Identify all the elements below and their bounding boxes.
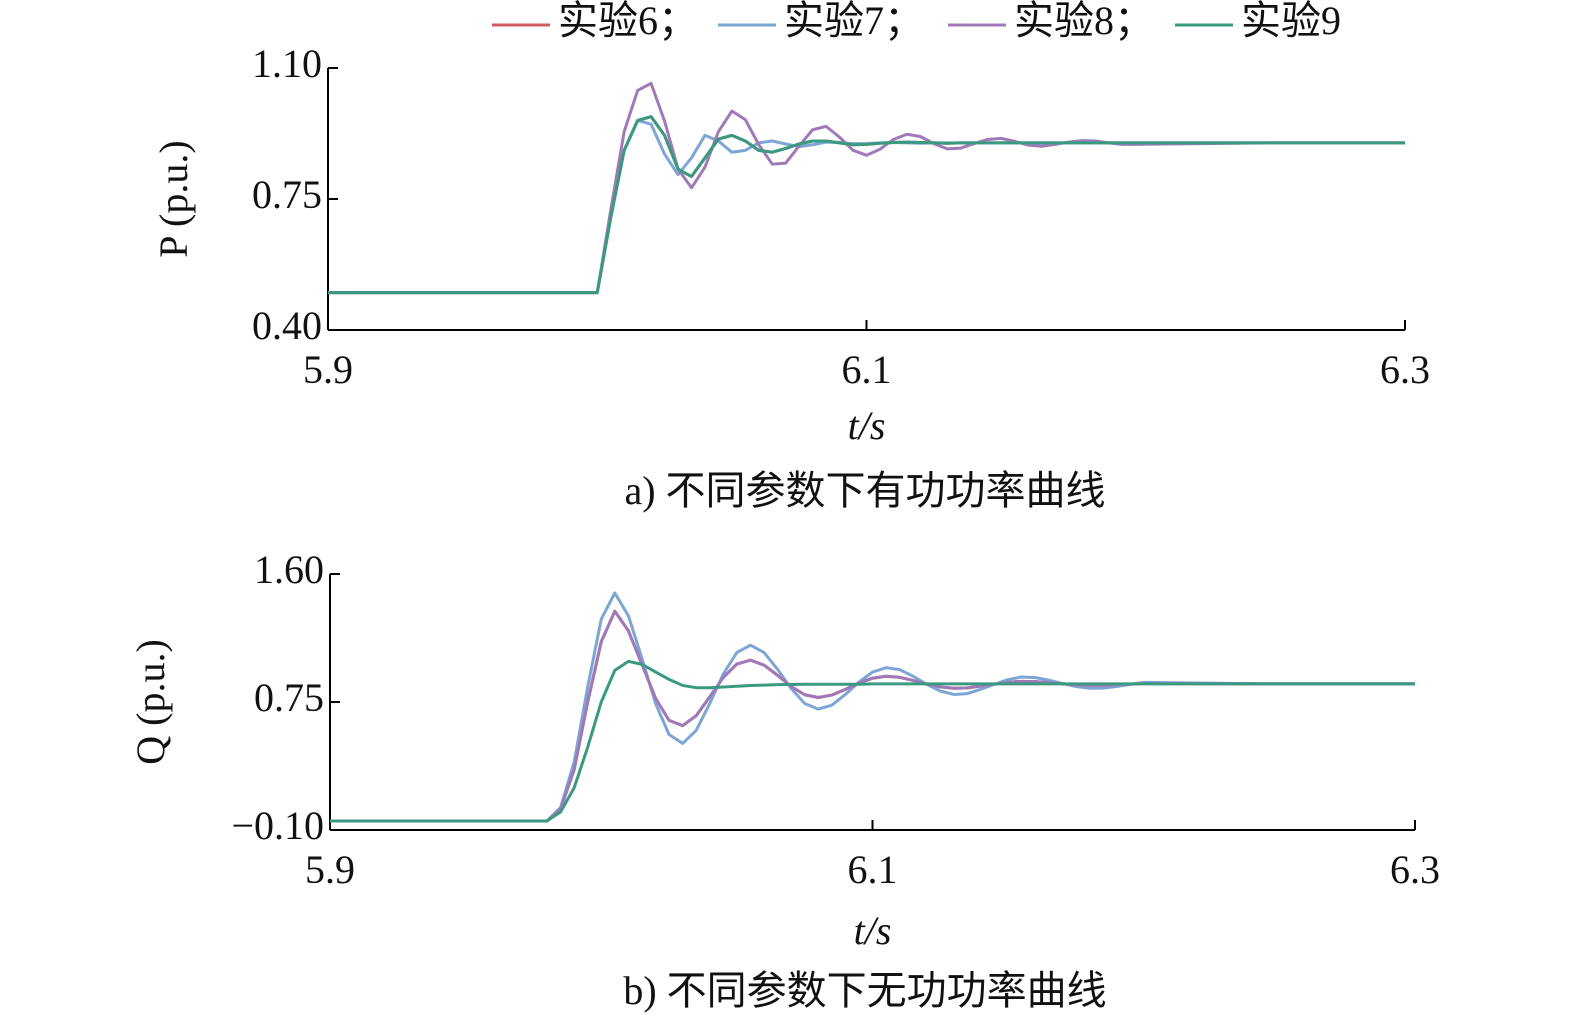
y-tick-label: 0.75	[254, 675, 324, 720]
x-tick-label: 6.1	[842, 347, 892, 392]
series-line	[328, 115, 1405, 295]
x-tick-label: 5.9	[305, 847, 355, 892]
series-line	[328, 118, 1405, 295]
series-line	[330, 609, 1415, 823]
y-axis-label: P (p.u.)	[151, 140, 196, 257]
series-line	[330, 659, 1415, 823]
legend-label: 实验6；	[558, 0, 698, 43]
y-axis-label: Q (p.u.)	[128, 639, 173, 765]
caption: b) 不同参数下无功功率曲线	[623, 968, 1106, 1013]
series-line	[330, 591, 1415, 823]
x-axis-label: t/s	[848, 403, 886, 448]
legend-label: 实验7；	[784, 0, 924, 43]
x-tick-label: 6.1	[848, 847, 898, 892]
x-tick-label: 6.3	[1390, 847, 1440, 892]
x-tick-label: 5.9	[303, 347, 353, 392]
y-tick-label: 0.40	[252, 303, 322, 348]
y-tick-label: 0.75	[252, 172, 322, 217]
series-line	[328, 81, 1405, 295]
legend-label: 实验9	[1241, 0, 1341, 43]
y-tick-label: −0.10	[231, 803, 324, 848]
x-tick-label: 6.3	[1380, 347, 1430, 392]
series-line	[330, 609, 1415, 823]
y-tick-label: 1.60	[254, 547, 324, 592]
x-axis-label: t/s	[854, 908, 892, 953]
legend-label: 实验8；	[1014, 0, 1154, 43]
caption: a) 不同参数下有功功率曲线	[624, 468, 1105, 513]
y-tick-label: 1.10	[252, 41, 322, 86]
